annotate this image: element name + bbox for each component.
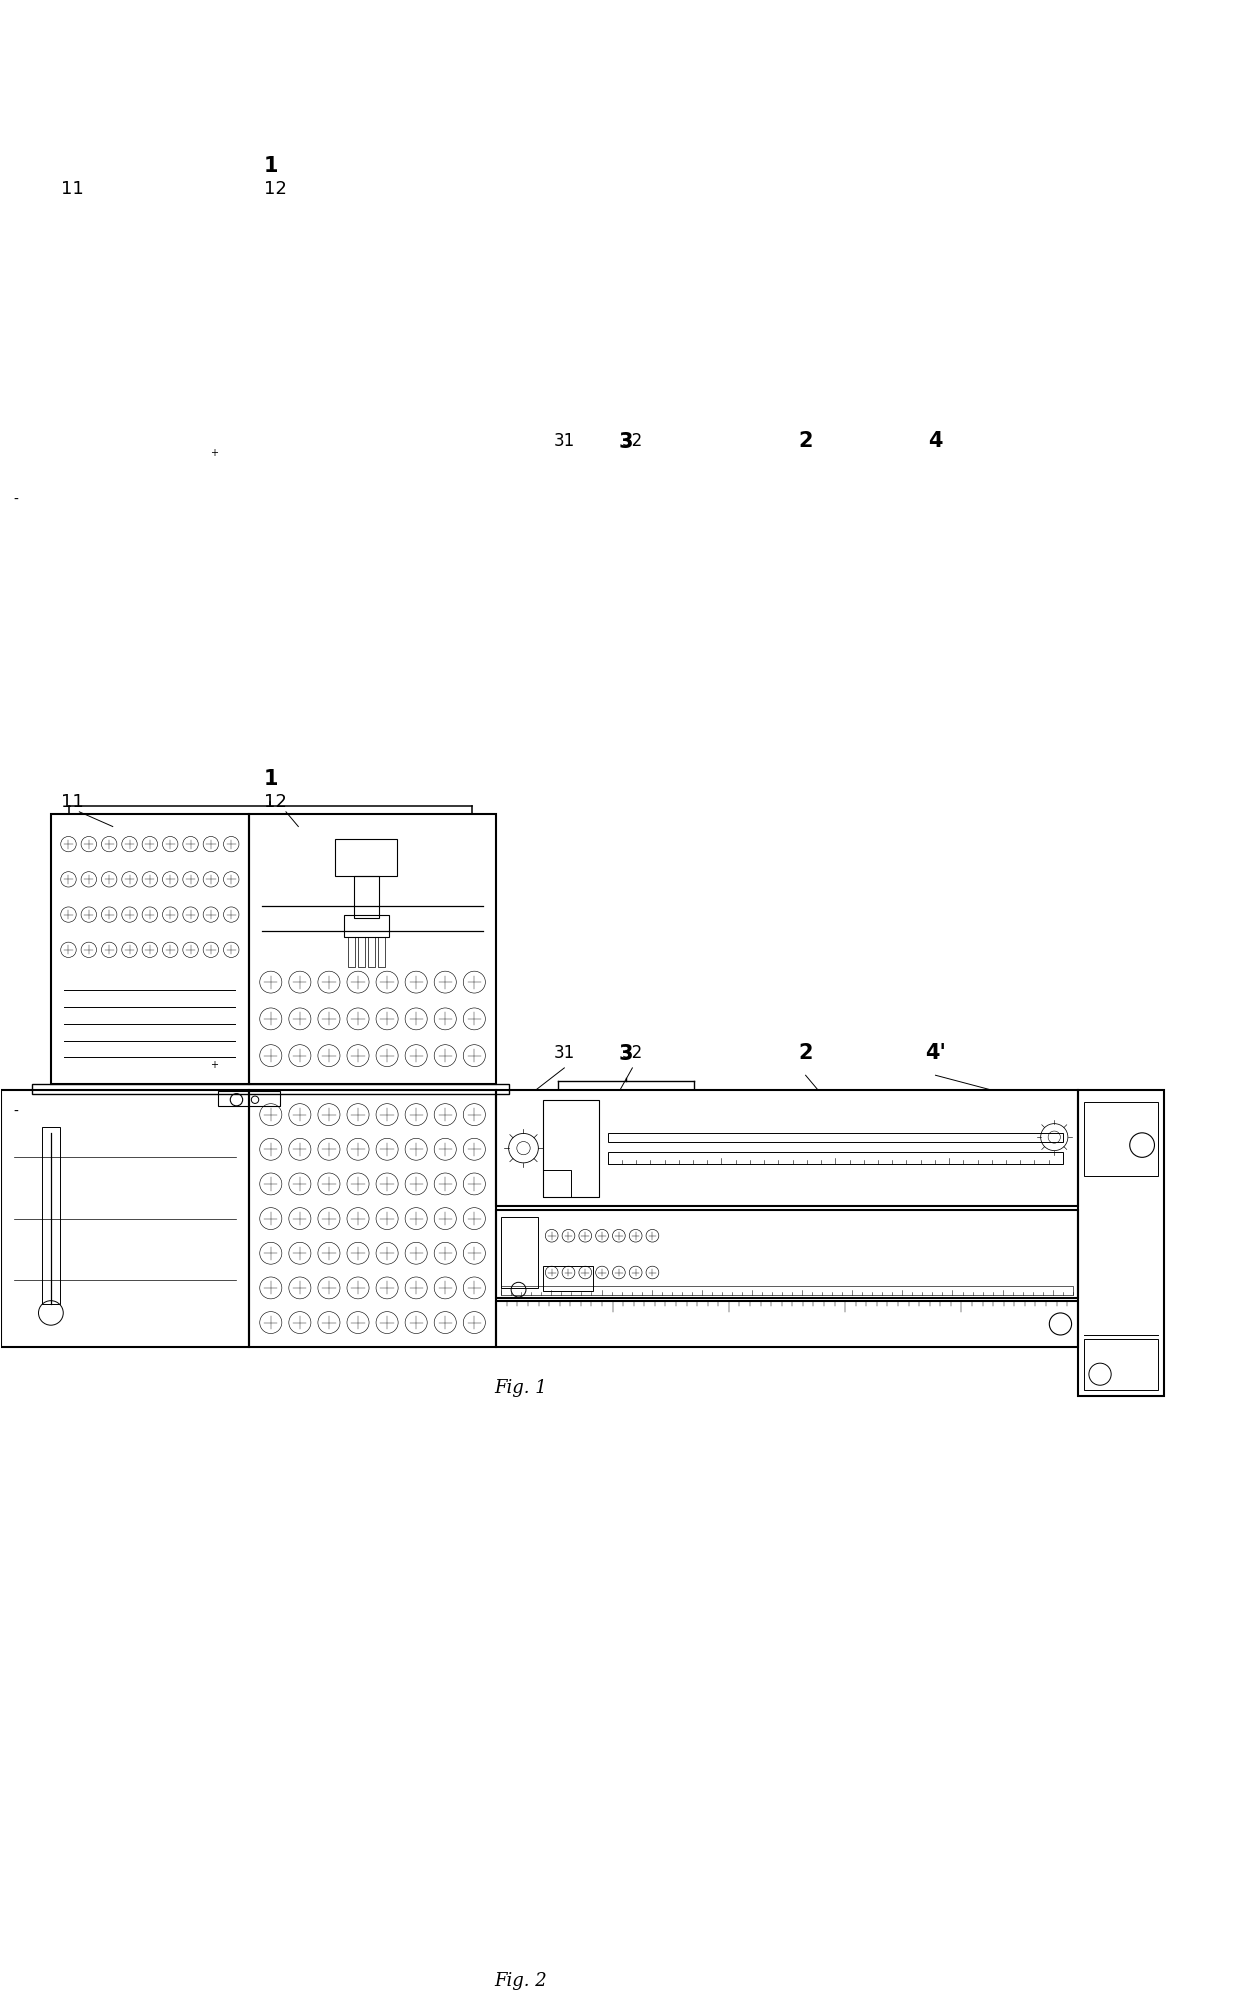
Text: 4': 4' (925, 1043, 946, 1063)
Bar (347, 324, 355, 356)
Bar (608, 1133, 1063, 1143)
Bar (353, 875, 378, 919)
Bar (51, 815, 249, 1083)
Text: 1: 1 (263, 156, 278, 176)
Text: 3: 3 (619, 1045, 634, 1065)
Bar (42, 513, 60, 691)
Bar (51, 202, 249, 472)
Bar (1, 1091, 249, 1347)
Text: Fig. 2: Fig. 2 (495, 1972, 547, 1990)
Bar (496, 687, 1078, 735)
Bar (543, 557, 570, 583)
Bar (501, 1287, 1073, 1295)
Bar (336, 839, 397, 875)
Bar (218, 480, 280, 494)
Text: -: - (14, 1105, 19, 1119)
Bar (249, 478, 496, 735)
Bar (367, 324, 374, 356)
Text: 32: 32 (621, 432, 644, 450)
Text: 11: 11 (61, 180, 83, 198)
Bar (377, 324, 384, 356)
Text: 3: 3 (619, 432, 634, 452)
Bar (496, 1091, 1078, 1207)
Bar (608, 521, 1063, 529)
Text: 31: 31 (554, 432, 575, 450)
Bar (543, 1169, 570, 1197)
Bar (367, 937, 374, 967)
Bar (543, 1267, 593, 1291)
Bar (249, 202, 496, 472)
Text: -: - (14, 492, 19, 505)
Text: 12: 12 (264, 180, 286, 198)
Bar (343, 915, 388, 937)
Bar (1084, 1103, 1158, 1175)
Text: 12: 12 (264, 793, 286, 811)
Bar (32, 1083, 508, 1093)
Text: 32: 32 (621, 1045, 644, 1063)
Text: +: + (211, 448, 218, 458)
Bar (496, 597, 1078, 685)
Bar (501, 605, 538, 675)
Bar (353, 264, 378, 306)
Bar (496, 1301, 1078, 1347)
Text: +: + (211, 1061, 218, 1071)
Bar (543, 653, 593, 677)
Bar (496, 1211, 1078, 1299)
Bar (608, 1151, 1063, 1165)
Bar (1078, 478, 1152, 735)
Bar (377, 937, 384, 967)
Bar (347, 937, 355, 967)
Bar (1084, 1339, 1158, 1391)
Bar (336, 226, 397, 264)
Bar (543, 488, 599, 583)
Bar (543, 1099, 599, 1197)
Bar (501, 673, 1073, 681)
Bar (343, 302, 388, 324)
Text: Fig. 1: Fig. 1 (495, 1379, 547, 1397)
Text: 1: 1 (263, 769, 278, 789)
Bar (42, 1127, 60, 1305)
Bar (32, 472, 508, 482)
Bar (496, 478, 1078, 593)
Text: 4: 4 (929, 432, 942, 452)
Bar (357, 324, 365, 356)
Bar (1, 478, 249, 735)
Bar (1078, 1091, 1164, 1397)
Bar (357, 937, 365, 967)
Bar (501, 1217, 538, 1289)
Text: 2: 2 (799, 432, 813, 452)
Text: 2: 2 (799, 1043, 813, 1063)
Bar (249, 1091, 496, 1347)
Bar (608, 539, 1063, 551)
Text: 31: 31 (554, 1045, 575, 1063)
Bar (218, 1091, 280, 1105)
Bar (249, 815, 496, 1083)
Text: 11: 11 (61, 793, 83, 811)
